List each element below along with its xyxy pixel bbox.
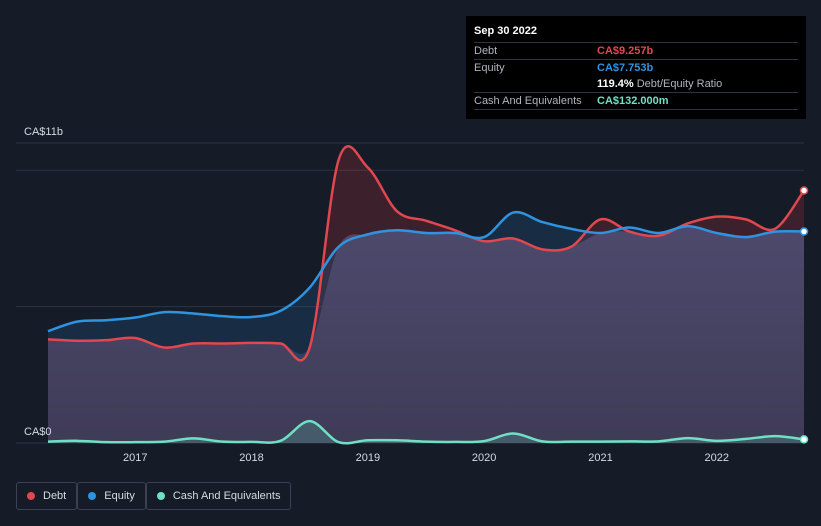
data-tooltip: Sep 30 2022 Debt CA$9.257b Equity CA$7.7… (466, 16, 806, 119)
line-cash (47, 419, 805, 445)
series-end-markers (799, 186, 809, 444)
tooltip-value: CA$132.000m (597, 95, 669, 107)
y-axis-bottom-label: CA$0 (24, 426, 52, 438)
y-axis-top-label: CA$11b (24, 126, 63, 138)
x-tick-label: 2021 (588, 452, 612, 464)
ratio-value: 119.4% (597, 78, 634, 90)
legend-item-cash[interactable]: Cash And Equivalents (145, 482, 292, 510)
tooltip-label: Cash And Equivalents (474, 95, 582, 107)
series-lines (47, 144, 806, 445)
x-tick-label: 2022 (705, 452, 729, 464)
x-tick-label: 2019 (356, 452, 380, 464)
area-equity (48, 212, 804, 443)
x-tick-label: 2017 (123, 452, 147, 464)
legend-dot-icon (156, 492, 165, 500)
tooltip-value: 119.4% Debt/Equity Ratio (597, 76, 722, 92)
tooltip-row-equity: Equity CA$7.753b (474, 59, 798, 76)
tooltip-label: Debt (474, 45, 498, 57)
legend-item-debt[interactable]: Debt (16, 482, 78, 510)
end-marker-cash (799, 435, 809, 444)
tooltip-row-cash: Cash And Equivalents CA$132.000m (474, 92, 798, 110)
tooltip-row-ratio: 119.4% Debt/Equity Ratio (474, 76, 798, 92)
legend-label: Cash And Equivalents (172, 490, 281, 502)
tooltip-label: Equity (474, 62, 505, 74)
tooltip-value: CA$9.257b (597, 45, 654, 57)
line-equity (47, 210, 805, 333)
series-areas (48, 146, 804, 444)
x-tick-label: 2018 (239, 452, 263, 464)
x-axis-ticks: 2017 2018 2019 2020 2021 2022 (123, 452, 729, 464)
tooltip-value: CA$7.753b (597, 62, 654, 74)
end-marker-debt (799, 186, 809, 195)
base-area (48, 226, 804, 443)
ratio-label: Debt/Equity Ratio (636, 78, 723, 90)
x-tick-label: 2020 (472, 452, 496, 464)
legend-dot-icon (88, 492, 97, 500)
tooltip-row-debt: Debt CA$9.257b (474, 42, 798, 59)
legend-label: Debt (43, 490, 67, 502)
end-marker-equity (799, 227, 809, 236)
legend-dot-icon (27, 492, 35, 500)
area-debt (48, 146, 804, 443)
legend-label: Equity (104, 490, 135, 502)
tooltip-date: Sep 30 2022 (474, 25, 537, 37)
chart-legend: Debt Equity Cash And Equivalents (16, 482, 292, 510)
legend-item-equity[interactable]: Equity (77, 482, 146, 510)
